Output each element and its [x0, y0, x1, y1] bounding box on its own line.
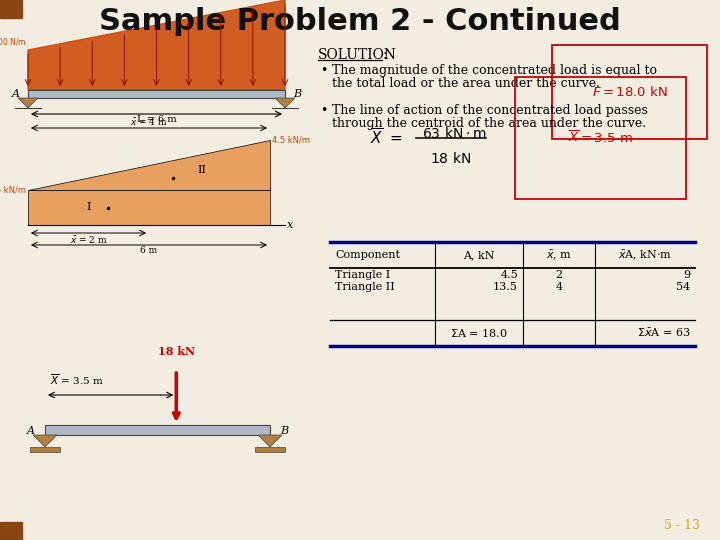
- Text: $F = 18.0 \ \mathrm{kN}$: $F = 18.0 \ \mathrm{kN}$: [592, 85, 668, 99]
- Polygon shape: [28, 0, 285, 90]
- Text: :: :: [382, 48, 387, 62]
- Bar: [30, 447, 60, 452]
- Text: 4.5 kN/m: 4.5 kN/m: [272, 136, 310, 145]
- Polygon shape: [28, 140, 270, 190]
- Text: $\overline{X}\ =$: $\overline{X}\ =$: [370, 128, 402, 148]
- Polygon shape: [258, 435, 282, 447]
- Text: Component: Component: [335, 250, 400, 260]
- Text: •: •: [320, 104, 328, 117]
- Text: I: I: [86, 202, 91, 213]
- Text: $\bar{x}$A, kN$\cdot$m: $\bar{x}$A, kN$\cdot$m: [618, 248, 672, 262]
- Text: II: II: [198, 165, 207, 175]
- Text: $w_A = 1500$ N/m: $w_A = 1500$ N/m: [0, 37, 26, 49]
- Text: 13.5: 13.5: [493, 282, 518, 292]
- Text: $\bar{x}$ = 2 m: $\bar{x}$ = 2 m: [70, 234, 107, 245]
- Bar: [0, 0, 22, 18]
- Polygon shape: [275, 98, 295, 108]
- Text: •: •: [320, 64, 328, 77]
- Text: $\Sigma\bar{x}$A = 63: $\Sigma\bar{x}$A = 63: [636, 327, 690, 339]
- Text: A: A: [27, 426, 35, 436]
- Text: The magnitude of the concentrated load is equal to: The magnitude of the concentrated load i…: [332, 64, 657, 77]
- Bar: [45, 425, 270, 435]
- Text: $\overline{X}$ = 3.5 m: $\overline{X}$ = 3.5 m: [50, 372, 104, 387]
- Polygon shape: [18, 98, 38, 108]
- Text: A, kN: A, kN: [463, 250, 495, 260]
- Text: 54: 54: [676, 282, 690, 292]
- Text: 6 m: 6 m: [140, 246, 158, 255]
- Text: $\bar{x}$, m: $\bar{x}$, m: [546, 248, 572, 262]
- Polygon shape: [28, 190, 270, 225]
- Polygon shape: [33, 435, 57, 447]
- Text: L = 6 m: L = 6 m: [137, 115, 176, 124]
- Text: Triangle I: Triangle I: [335, 270, 390, 280]
- Text: B: B: [280, 426, 288, 436]
- Text: Triangle II: Triangle II: [335, 282, 395, 292]
- Text: the total load or the area under the curve.: the total load or the area under the cur…: [332, 77, 600, 90]
- Text: The line of action of the concentrated load passes: The line of action of the concentrated l…: [332, 104, 648, 117]
- Text: x: x: [287, 220, 293, 230]
- Text: $\Sigma$A = 18.0: $\Sigma$A = 18.0: [450, 327, 508, 339]
- Text: 2: 2: [555, 270, 562, 280]
- Text: through the centroid of the area under the curve.: through the centroid of the area under t…: [332, 117, 646, 130]
- Text: 1.5 kN/m: 1.5 kN/m: [0, 186, 26, 194]
- Text: $18 \ \mathrm{kN}$: $18 \ \mathrm{kN}$: [430, 151, 471, 166]
- Bar: [0, 522, 22, 540]
- Text: 9: 9: [683, 270, 690, 280]
- Text: Sample Problem 2 - Continued: Sample Problem 2 - Continued: [99, 7, 621, 36]
- Text: $63 \ \mathrm{kN \cdot m}$: $63 \ \mathrm{kN \cdot m}$: [422, 126, 487, 141]
- Text: B: B: [293, 89, 301, 99]
- Bar: [255, 447, 285, 452]
- Text: SOLUTION: SOLUTION: [318, 48, 397, 62]
- Text: 4.5: 4.5: [500, 270, 518, 280]
- Text: 4: 4: [555, 282, 562, 292]
- Text: 5 - 13: 5 - 13: [664, 519, 700, 532]
- Text: $\bar{x}$ = 4 m: $\bar{x}$ = 4 m: [130, 116, 168, 127]
- Bar: [28, 90, 285, 98]
- Text: 18 kN: 18 kN: [158, 346, 195, 357]
- Text: A: A: [12, 89, 20, 99]
- Text: $\overline{X} = 3.5 \ \mathrm{m}$: $\overline{X} = 3.5 \ \mathrm{m}$: [568, 130, 633, 146]
